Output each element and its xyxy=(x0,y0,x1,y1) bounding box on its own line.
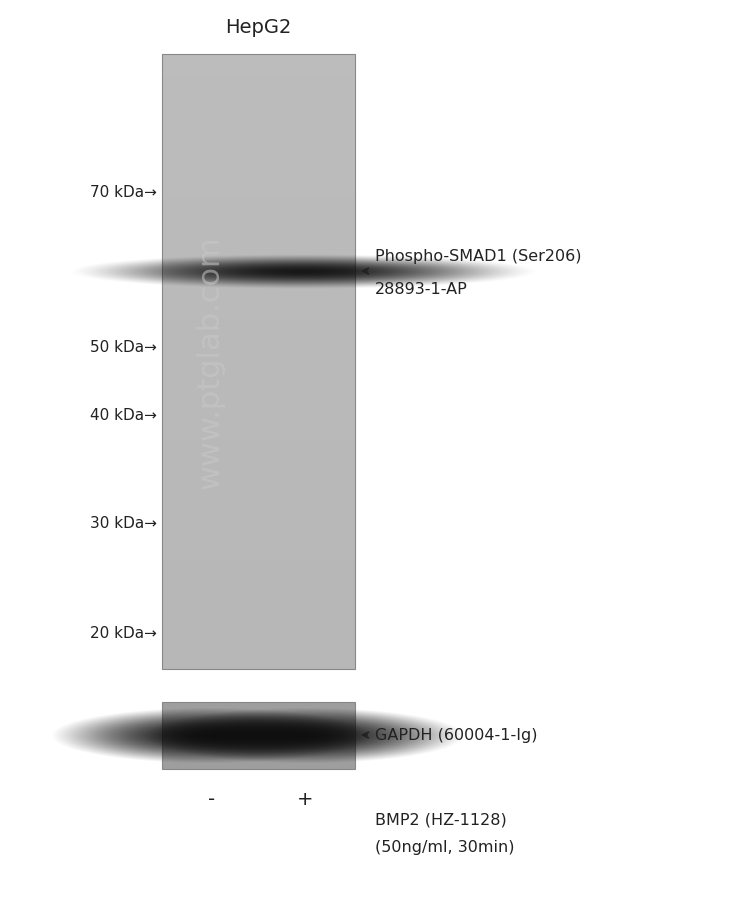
Text: +: + xyxy=(297,789,314,808)
Text: 40 kDa→: 40 kDa→ xyxy=(90,408,157,423)
Text: -: - xyxy=(209,789,215,808)
Text: GAPDH (60004-1-Ig): GAPDH (60004-1-Ig) xyxy=(375,728,538,742)
Text: (50ng/ml, 30min): (50ng/ml, 30min) xyxy=(375,840,514,854)
Text: HepG2: HepG2 xyxy=(225,18,292,37)
Bar xyxy=(162,55,355,669)
Bar xyxy=(162,703,355,769)
Text: 70 kDa→: 70 kDa→ xyxy=(90,185,157,200)
Text: 28893-1-AP: 28893-1-AP xyxy=(375,281,468,297)
Text: www.ptglab.com: www.ptglab.com xyxy=(196,235,225,489)
Text: 20 kDa→: 20 kDa→ xyxy=(90,626,157,640)
Text: 50 kDa→: 50 kDa→ xyxy=(90,340,157,355)
Text: Phospho-SMAD1 (Ser206): Phospho-SMAD1 (Ser206) xyxy=(375,249,581,263)
Text: 30 kDa→: 30 kDa→ xyxy=(90,516,157,531)
Text: BMP2 (HZ-1128): BMP2 (HZ-1128) xyxy=(375,812,507,826)
